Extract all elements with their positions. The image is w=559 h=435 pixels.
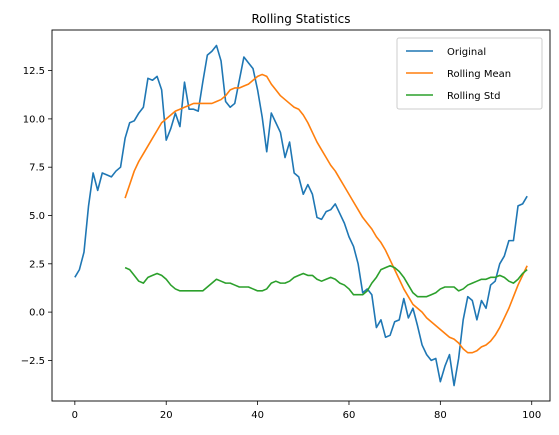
legend-item-rolling-std: Rolling Std [406, 91, 500, 102]
y-tick-label: 2.5 [29, 259, 45, 270]
x-tick-label: 40 [251, 410, 264, 421]
series-line-rolling-mean [124, 73, 528, 354]
y-tick-label: 10.0 [23, 114, 45, 125]
y-axis: −2.5 0.0 2.5 5.0 7.5 10.0 12.5 [21, 66, 52, 367]
y-tick-label: 12.5 [23, 66, 45, 77]
x-tick-label: 20 [160, 410, 173, 421]
legend-label-rolling-std: Rolling Std [447, 91, 500, 102]
plot-area [74, 44, 528, 387]
legend-label-rolling-mean: Rolling Mean [447, 69, 511, 80]
x-tick-label: 100 [522, 410, 541, 421]
x-tick-label: 80 [434, 410, 447, 421]
legend-item-original: Original [406, 47, 486, 58]
y-tick-label: 7.5 [29, 163, 45, 174]
y-tick-label: 5.0 [29, 211, 45, 222]
chart-title: Rolling Statistics [251, 12, 350, 26]
y-tick-label: 0.0 [29, 308, 45, 319]
x-tick-label: 60 [343, 410, 356, 421]
legend-item-rolling-mean: Rolling Mean [406, 69, 511, 80]
series-line-rolling-std [124, 264, 528, 298]
legend-frame [396, 37, 543, 110]
series-line-original [74, 44, 528, 387]
y-tick-label: −2.5 [21, 356, 45, 367]
x-tick-label: 0 [72, 410, 78, 421]
legend-label-original: Original [447, 47, 486, 58]
legend: Original Rolling Mean Rolling Std [396, 37, 543, 110]
x-axis: 0 20 40 60 80 100 [72, 401, 541, 421]
